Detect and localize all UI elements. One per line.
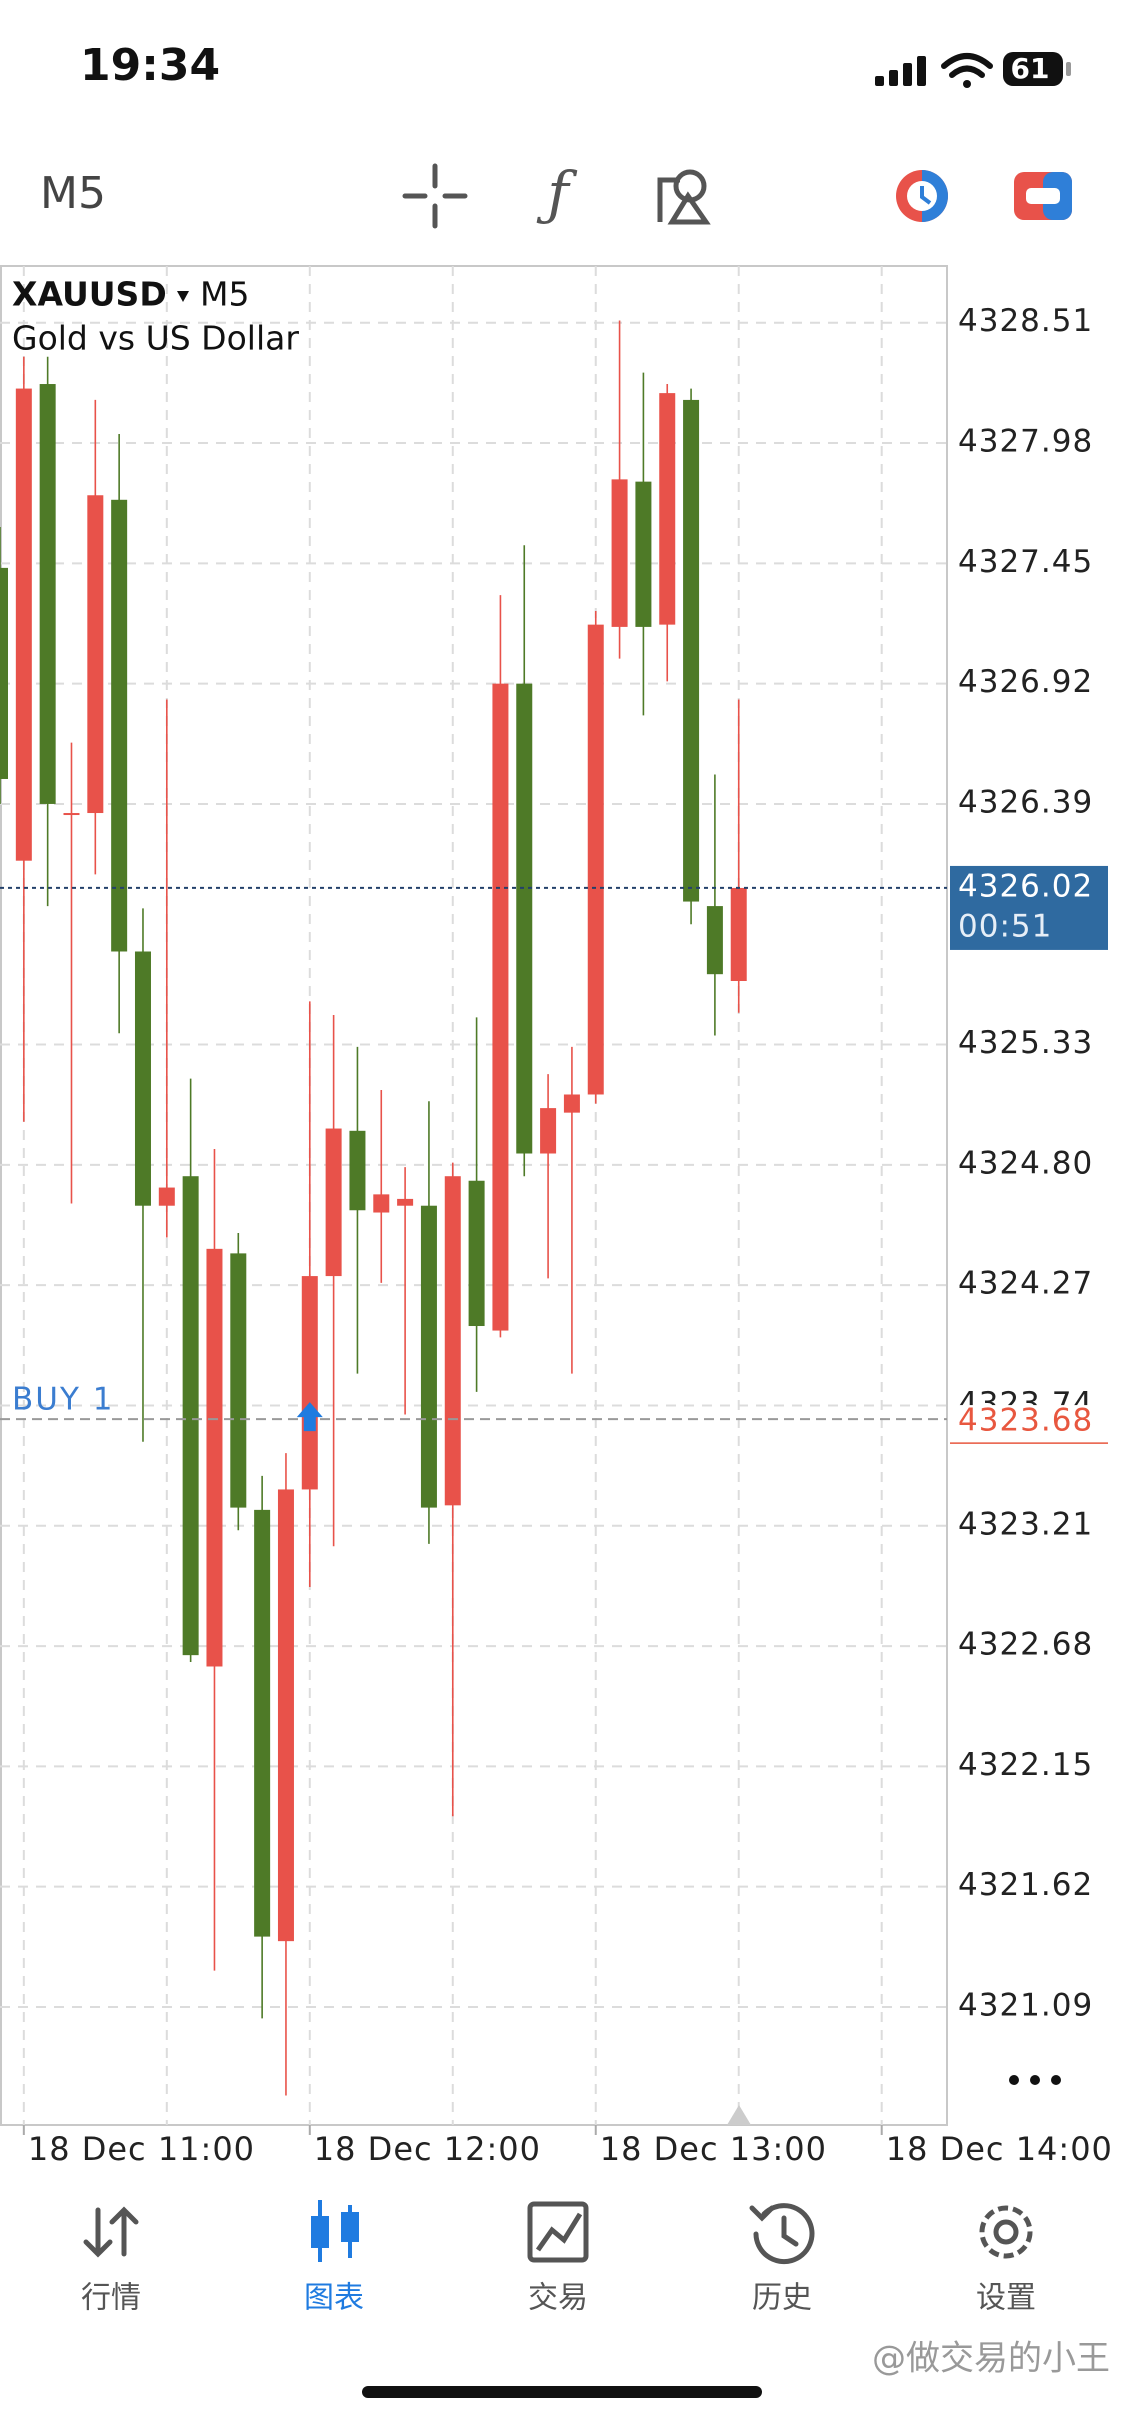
candle-body [134,951,151,1206]
symbol-description: Gold vs US Dollar [12,319,299,358]
time-grid [22,266,883,2125]
candle-body [420,1205,437,1508]
indicators-button[interactable]: ƒ [536,159,578,227]
status-time: 19:34 [80,40,220,91]
candle-body [516,683,533,1154]
trade-signal-button[interactable] [896,170,948,222]
candle-body [158,1187,175,1206]
more-button[interactable] [1009,2075,1061,2085]
y-tick-label: 4323.21 [958,1506,1093,1542]
signal-icon [875,56,926,86]
crosshair-button[interactable] [402,163,468,229]
candle-body [397,1198,414,1206]
current-price-label: 4326.02 [958,868,1093,904]
wifi-icon [941,53,993,88]
candle-body [587,624,604,1095]
battery-level: 61 [1011,52,1050,85]
price-axis: 4328.51 4327.98 4327.45 4326.92 4326.39 4325.… [22,303,1120,2168]
x-tick-label: 18 Dec 12:00 [314,2130,541,2168]
candle-body [111,499,128,952]
candle-body [87,495,104,814]
candle-body [230,1253,247,1508]
one-click-button[interactable] [1014,172,1072,220]
y-tick-label: 4321.62 [958,1867,1093,1903]
candle-body [349,1130,366,1211]
candle-body [325,1128,342,1277]
plot: BUY 1 [0,320,947,2096]
objects-button[interactable] [657,169,711,225]
y-tick-label: 4328.51 [958,303,1093,339]
candle-body [277,1489,294,1942]
tab-label[interactable]: 图表 [304,2281,364,2316]
y-tick-label: 4321.09 [958,1987,1093,2023]
candle-body [373,1194,390,1213]
candle-body [540,1108,557,1154]
tab-icon-quotes [83,2206,139,2258]
current-price-box [950,865,1108,950]
candle-body [635,481,652,627]
candle-body [706,906,723,975]
candle-body [301,1276,318,1490]
position-label: BUY 1 [12,1382,114,1418]
tab-bar: 行情 图表 交易 历史 设置 [81,2281,1036,2316]
tab-label[interactable]: 设置 [976,2281,1036,2316]
position-price-bg [950,1405,1120,1442]
tab-icon-trade [527,2201,589,2263]
tab-icon-settings [979,2205,1033,2259]
tab-icon-history [749,2203,815,2265]
candle-body [563,1094,580,1113]
candle-body [659,393,676,625]
battery-tip [1066,62,1071,76]
bar-countdown: 00:51 [958,908,1052,944]
candle-body [468,1180,485,1327]
tab-label[interactable]: 行情 [81,2281,141,2316]
y-tick-label: 4322.68 [958,1627,1093,1663]
candle-body [683,399,700,902]
battery-icon [1003,52,1063,86]
x-tick-label: 18 Dec 14:00 [886,2130,1113,2168]
y-tick-label: 4325.33 [958,1025,1093,1061]
symbol[interactable]: XAUUSD [12,275,167,314]
buy-arrow [296,1402,323,1432]
tab-label[interactable]: 交易 [528,2281,588,2316]
candle-body [63,813,80,816]
x-tick-label: 18 Dec 13:00 [600,2130,827,2168]
candle-body [254,1509,271,1937]
candle-body [611,479,628,627]
candle-body [15,388,32,861]
candle-body [39,384,56,804]
candle-body [182,1176,199,1656]
candle-body [0,567,8,779]
y-tick-label: 4324.27 [958,1266,1093,1302]
tab-label[interactable]: 历史 [752,2281,812,2316]
timeframe-button[interactable]: M5 [40,168,106,219]
y-tick-label: 4327.98 [958,424,1093,460]
candle-body [730,887,747,981]
position-price-label: 4323.68 [958,1403,1093,1439]
home-indicator [362,2386,762,2398]
watermark: @做交易的小王 [872,2339,1110,2379]
y-tick-label: 4326.92 [958,664,1093,700]
scroll-marker [727,2105,751,2125]
symbol-dropdown[interactable] [177,291,189,302]
y-tick-label: 4326.39 [958,784,1093,820]
candle-body [492,683,509,1331]
y-tick-label: 4327.45 [958,544,1093,580]
candle-body [206,1248,223,1667]
x-tick-label: 18 Dec 11:00 [28,2130,255,2168]
y-tick-label: 4324.80 [958,1145,1093,1181]
tab-icon-chart [311,2200,359,2262]
candle-body [444,1176,461,1506]
y-tick-label: 4322.15 [958,1747,1093,1783]
timeframe: M5 [200,275,249,314]
